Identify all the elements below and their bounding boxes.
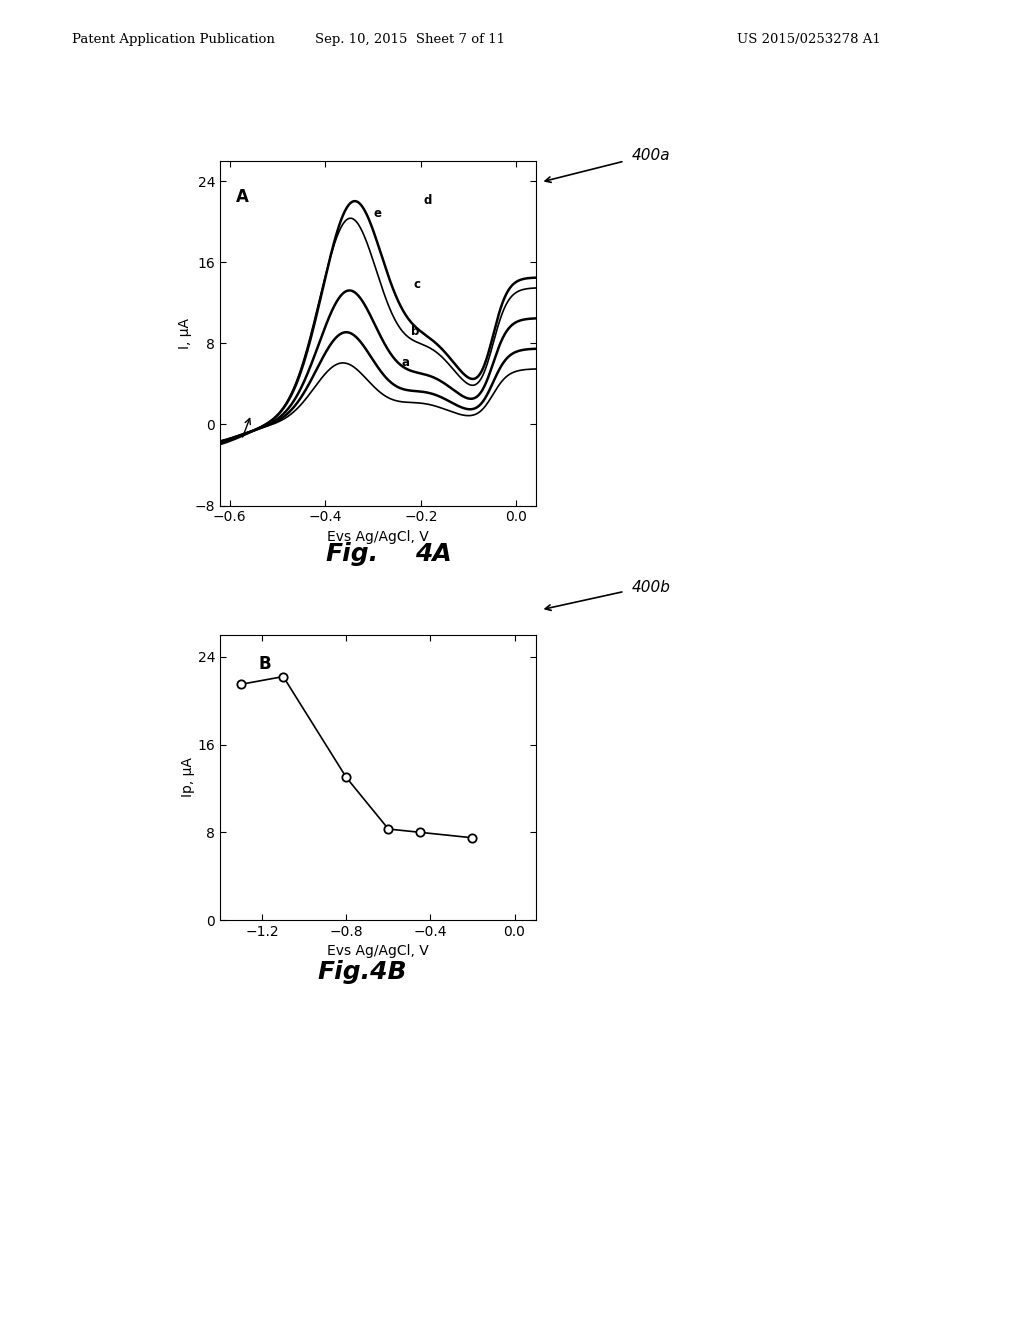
Text: b: b bbox=[412, 325, 420, 338]
Y-axis label: Ip, μA: Ip, μA bbox=[181, 758, 195, 797]
Text: B: B bbox=[258, 655, 270, 673]
X-axis label: Evs Ag/AgCl, V: Evs Ag/AgCl, V bbox=[327, 529, 429, 544]
Text: a: a bbox=[401, 355, 410, 368]
Text: 4A: 4A bbox=[415, 543, 452, 566]
Y-axis label: I, μA: I, μA bbox=[178, 318, 193, 348]
Text: c: c bbox=[414, 277, 421, 290]
Text: US 2015/0253278 A1: US 2015/0253278 A1 bbox=[737, 33, 881, 46]
Text: A: A bbox=[236, 189, 249, 206]
Text: Fig.: Fig. bbox=[326, 543, 379, 566]
Text: Fig.4B: Fig.4B bbox=[317, 960, 407, 983]
Text: Patent Application Publication: Patent Application Publication bbox=[72, 33, 274, 46]
Text: 400b: 400b bbox=[632, 579, 671, 595]
Text: 400a: 400a bbox=[632, 148, 671, 164]
Text: d: d bbox=[423, 194, 432, 207]
X-axis label: Evs Ag/AgCl, V: Evs Ag/AgCl, V bbox=[327, 944, 429, 958]
Text: e: e bbox=[373, 207, 381, 219]
Text: Sep. 10, 2015  Sheet 7 of 11: Sep. 10, 2015 Sheet 7 of 11 bbox=[314, 33, 505, 46]
